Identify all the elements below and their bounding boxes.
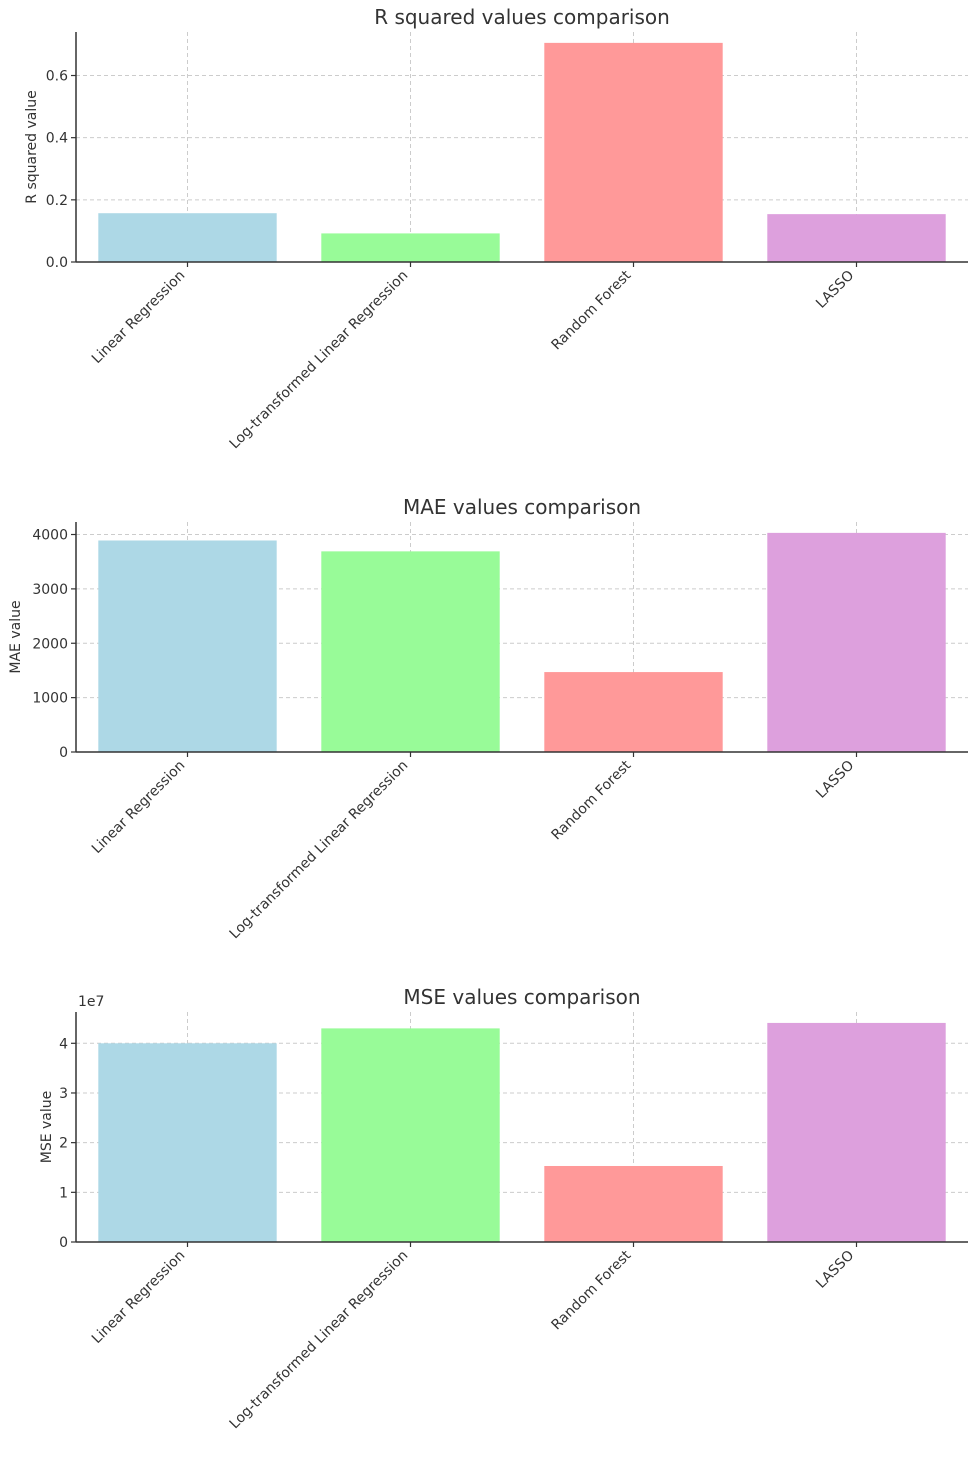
chart-title: MAE values comparison — [403, 495, 641, 519]
y-tick-label: 3000 — [32, 582, 68, 598]
x-tick-label: Random Forest — [548, 1247, 634, 1333]
x-tick-label: Linear Regression — [89, 1248, 188, 1347]
x-tick-label: LASSO — [813, 1248, 857, 1292]
r-squared-chart: 0.0 0.2 0.4 0.6 Linear Regression Log-transfo… — [24, 5, 968, 452]
y-axis-label: MAE value — [8, 600, 24, 673]
y-axis-label: MSE value — [39, 1091, 55, 1164]
bar-log-transformed-linear-regression — [321, 233, 500, 262]
y-tick-label: 0.4 — [46, 131, 68, 147]
y-tick-label: 3 — [59, 1086, 68, 1102]
y-tick-label: 1000 — [32, 691, 68, 707]
x-tick-label: Log-transformed Linear Regression — [227, 758, 412, 943]
y-tick-label: 0.2 — [46, 193, 68, 209]
x-tick-label: LASSO — [813, 758, 857, 802]
y-tick-label: 0 — [59, 1235, 68, 1251]
x-tick-label: Linear Regression — [89, 758, 188, 857]
bar-linear-regression — [98, 540, 277, 752]
y-axis-label: R squared value — [24, 90, 40, 203]
chart-title: MSE values comparison — [403, 985, 640, 1009]
bar-log-transformed-linear-regression — [321, 1028, 500, 1242]
bar-lasso — [767, 532, 946, 752]
y-tick-label: 0.6 — [46, 69, 68, 85]
bar-linear-regression — [98, 213, 277, 262]
bar-random-forest — [544, 42, 723, 262]
mse-chart: 0 1 2 3 4 Linear Regression Log-transformed Li… — [39, 985, 968, 1432]
bar-log-transformed-linear-regression — [321, 551, 500, 752]
y-tick-label: 4000 — [32, 528, 68, 544]
bar-lasso — [767, 214, 946, 262]
y-offset-label: 1e7 — [78, 994, 104, 1010]
y-tick-label: 1 — [59, 1185, 68, 1201]
x-tick-label: Log-transformed Linear Regression — [227, 1248, 412, 1433]
y-tick-label: 4 — [59, 1036, 68, 1052]
bar-lasso — [767, 1022, 946, 1242]
y-tick-label: 2000 — [32, 636, 68, 652]
chart-title: R squared values comparison — [374, 5, 670, 29]
bar-random-forest — [544, 1165, 723, 1242]
y-tick-label: 2 — [59, 1136, 68, 1152]
x-tick-label: LASSO — [813, 268, 857, 312]
bar-random-forest — [544, 672, 723, 752]
x-tick-label: Random Forest — [548, 757, 634, 843]
x-tick-label: Linear Regression — [89, 268, 188, 367]
bar-linear-regression — [98, 1043, 277, 1242]
y-tick-label: 0.0 — [46, 255, 68, 271]
y-tick-label: 0 — [59, 745, 68, 761]
mae-chart: 0 1000 2000 3000 4000 Linear Regression Log-tr… — [8, 495, 968, 942]
x-tick-label: Random Forest — [548, 267, 634, 353]
x-tick-label: Log-transformed Linear Regression — [227, 268, 412, 453]
